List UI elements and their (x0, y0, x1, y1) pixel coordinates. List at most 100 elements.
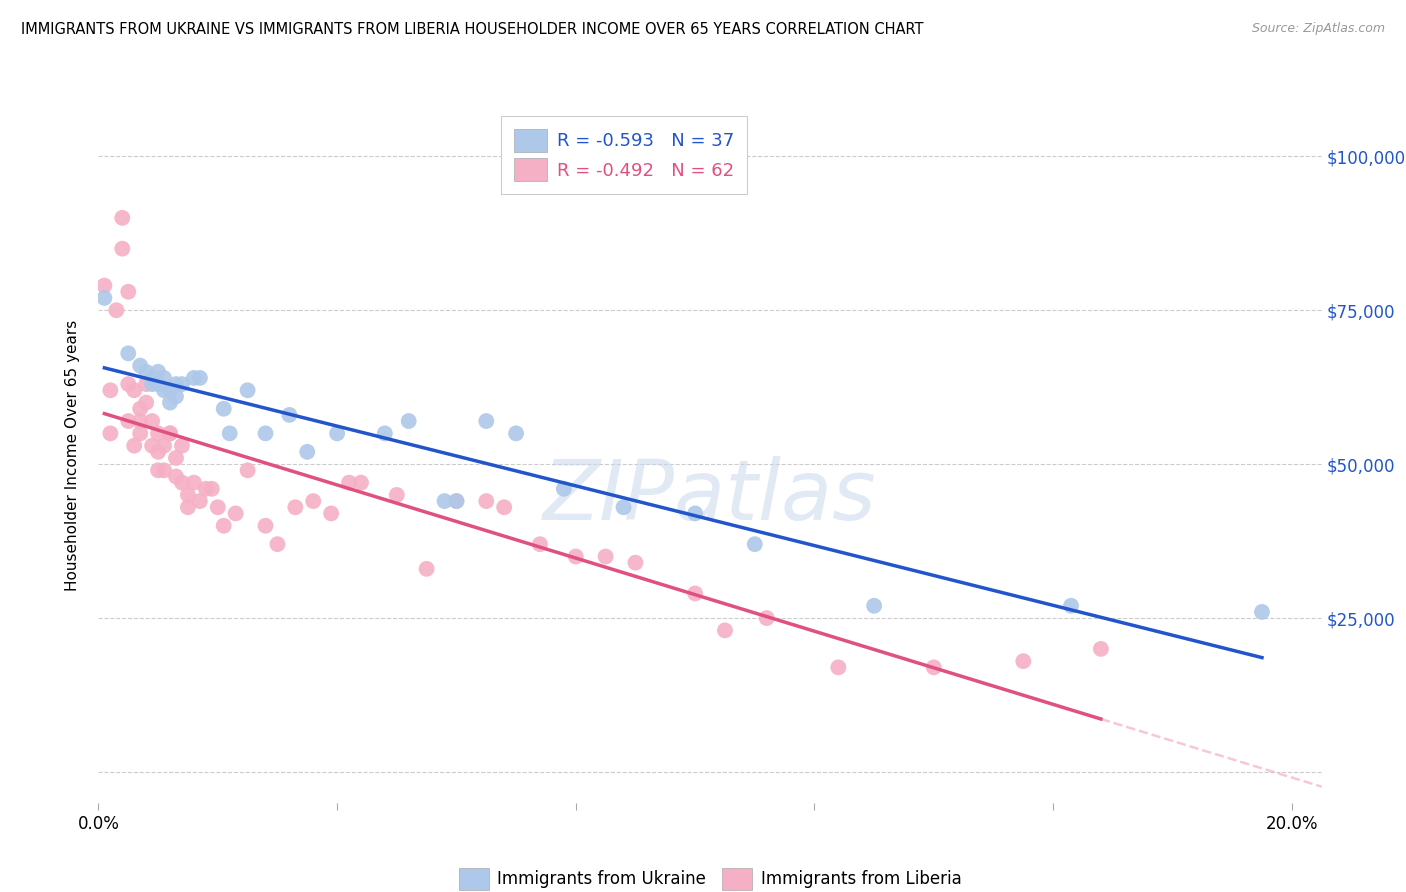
Point (212, 518, 235, 533)
Point (744, 537, 766, 551)
Point (135, 365, 157, 379)
Point (475, 414, 498, 428)
Point (146, 445, 169, 459)
Point (1090, 641, 1112, 656)
Point (135, 395, 157, 409)
Point (159, 395, 181, 409)
Point (153, 371, 176, 385)
Point (278, 408, 301, 422)
Point (117, 377, 139, 392)
Legend: Immigrants from Ukraine, Immigrants from Liberia: Immigrants from Ukraine, Immigrants from… (450, 860, 970, 892)
Text: Source: ZipAtlas.com: Source: ZipAtlas.com (1251, 22, 1385, 36)
Point (236, 384, 259, 398)
Point (212, 401, 235, 416)
Point (177, 488, 200, 502)
Text: ZIPatlas: ZIPatlas (543, 456, 877, 537)
Point (170, 475, 193, 490)
Point (159, 426, 181, 441)
Point (141, 439, 163, 453)
Point (553, 482, 575, 496)
Point (117, 414, 139, 428)
Point (433, 494, 456, 508)
Point (326, 426, 349, 441)
Point (170, 377, 193, 392)
Point (135, 377, 157, 392)
Point (188, 371, 211, 385)
Point (494, 500, 516, 515)
Point (141, 414, 163, 428)
Point (374, 426, 396, 441)
Point (302, 494, 325, 508)
Point (194, 482, 217, 496)
Point (254, 426, 277, 441)
Point (165, 389, 187, 403)
Point (153, 463, 176, 477)
Point (153, 439, 176, 453)
Point (183, 475, 205, 490)
Point (446, 494, 468, 508)
Point (159, 384, 181, 398)
Point (297, 445, 319, 459)
Point (922, 660, 945, 674)
Point (129, 414, 152, 428)
Point (284, 500, 307, 515)
Point (93, 291, 115, 305)
Point (236, 463, 259, 477)
Point (146, 365, 169, 379)
Point (141, 377, 163, 392)
Point (398, 414, 420, 428)
Point (385, 488, 408, 502)
Point (218, 426, 240, 441)
Point (159, 426, 181, 441)
Point (1060, 599, 1083, 613)
Point (415, 562, 437, 576)
Point (98, 384, 121, 398)
Point (117, 346, 139, 360)
Point (98, 426, 121, 441)
Point (683, 586, 706, 600)
Point (1012, 654, 1035, 668)
Point (683, 507, 706, 521)
Point (225, 507, 247, 521)
Point (165, 469, 187, 483)
Point (350, 475, 373, 490)
Point (111, 211, 134, 225)
Point (595, 549, 617, 564)
Point (129, 359, 152, 373)
Point (146, 377, 169, 392)
Point (714, 624, 737, 638)
Point (337, 475, 360, 490)
Point (827, 660, 849, 674)
Point (129, 426, 152, 441)
Point (755, 611, 778, 625)
Point (1251, 605, 1274, 619)
Point (207, 500, 229, 515)
Point (153, 384, 176, 398)
Point (129, 401, 152, 416)
Point (93, 278, 115, 293)
Point (863, 599, 886, 613)
Point (201, 482, 224, 496)
Point (624, 556, 647, 570)
Point (321, 507, 343, 521)
Point (165, 377, 187, 392)
Text: IMMIGRANTS FROM UKRAINE VS IMMIGRANTS FROM LIBERIA HOUSEHOLDER INCOME OVER 65 YE: IMMIGRANTS FROM UKRAINE VS IMMIGRANTS FR… (21, 22, 924, 37)
Point (529, 537, 551, 551)
Point (254, 518, 277, 533)
Y-axis label: Householder Income Over 65 years: Householder Income Over 65 years (65, 319, 80, 591)
Point (475, 494, 498, 508)
Point (117, 285, 139, 299)
Point (122, 384, 145, 398)
Point (505, 426, 527, 441)
Point (146, 426, 169, 441)
Point (146, 463, 169, 477)
Point (141, 371, 163, 385)
Point (122, 439, 145, 453)
Point (188, 494, 211, 508)
Point (183, 371, 205, 385)
Point (446, 494, 468, 508)
Point (105, 303, 128, 318)
Point (177, 500, 200, 515)
Point (165, 450, 187, 465)
Point (565, 549, 588, 564)
